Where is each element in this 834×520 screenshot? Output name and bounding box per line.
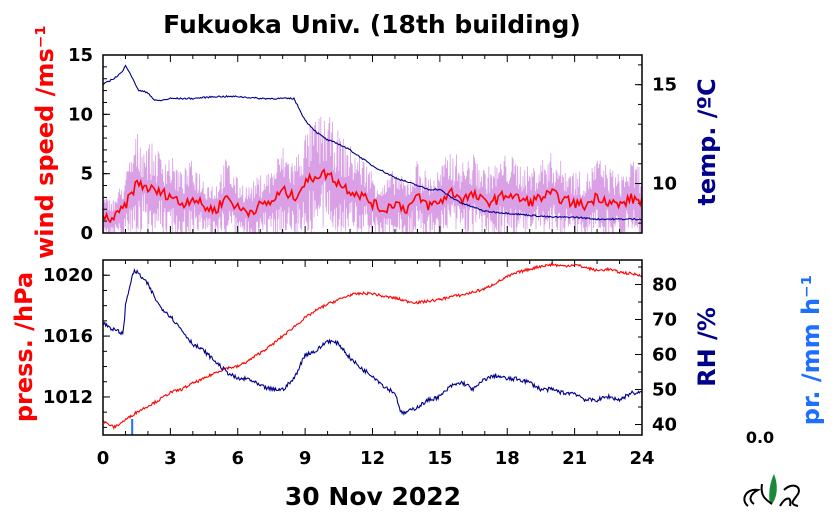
wind-y-tick-label: 10	[68, 104, 93, 125]
rh-y-tick-label: 50	[652, 380, 677, 401]
x-tick-label: 12	[360, 448, 385, 469]
temp-y-tick-label: 15	[652, 75, 677, 96]
temperature-series	[102, 64, 643, 221]
top-panel-ticks: 0 5 10 15 10 15	[68, 45, 677, 244]
wind-speed-series	[102, 168, 643, 224]
bottom-panel-ticks: 0 3 6 9 12 15 18 21 24 1012 1016 1020 40 50 60 70 80	[43, 259, 677, 469]
top-panel-frame	[102, 54, 643, 234]
pressure-y-tick-label: 1012	[43, 387, 93, 408]
rh-y-tick-label: 40	[652, 415, 677, 436]
rh-y-tick-label: 80	[652, 275, 677, 296]
temperature-axis-label: temp. /ºC	[693, 78, 721, 205]
x-tick-label: 24	[629, 448, 654, 469]
wind-speed-raw-trace	[102, 116, 643, 234]
x-tick-label: 6	[231, 448, 244, 469]
wind-speed-raw-series	[102, 116, 643, 234]
temp-y-tick-label: 10	[652, 174, 677, 195]
x-tick-label: 18	[495, 448, 520, 469]
x-tick-label: 0	[97, 448, 110, 469]
chart-title: Fukuoka Univ. (18th building)	[163, 10, 581, 39]
rh-y-tick-label: 70	[652, 310, 677, 331]
wind-y-tick-label: 5	[80, 164, 93, 185]
bottom-panel-frame	[102, 259, 643, 436]
wind-y-tick-label: 15	[68, 45, 93, 66]
relative-humidity-series	[102, 267, 643, 416]
wind-speed-axis-label: wind speed /ms⁻¹	[31, 25, 59, 259]
pressure-y-tick-label: 1020	[43, 265, 93, 286]
x-tick-label: 21	[562, 448, 587, 469]
pressure-y-tick-label: 1016	[43, 326, 93, 347]
wind-y-tick-label: 0	[80, 223, 93, 244]
pressure-series	[102, 262, 643, 430]
rh-y-tick-label: 60	[652, 345, 677, 366]
pressure-axis-label: press. /hPa	[10, 272, 38, 422]
precipitation-axis-label: pr. /mm h⁻¹	[797, 275, 825, 425]
x-tick-label: 9	[299, 448, 312, 469]
x-tick-label: 3	[164, 448, 177, 469]
institution-logo	[743, 474, 800, 507]
humidity-axis-label: RH /%	[693, 307, 721, 387]
precipitation-total: 0.0	[746, 428, 774, 447]
x-tick-label: 15	[427, 448, 452, 469]
date-label: 30 Nov 2022	[285, 482, 461, 511]
